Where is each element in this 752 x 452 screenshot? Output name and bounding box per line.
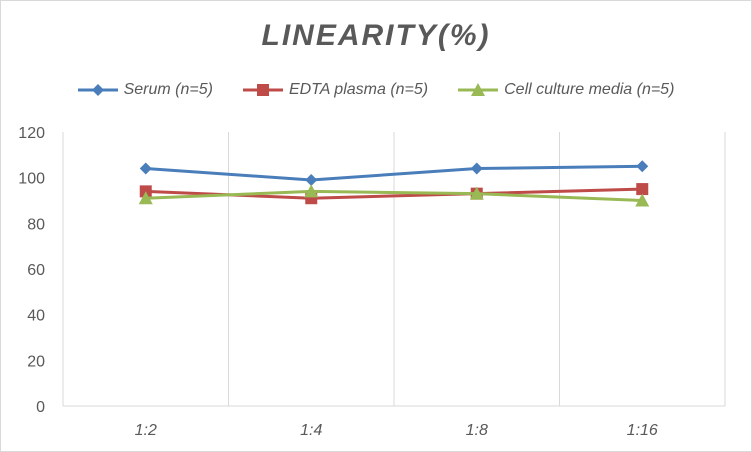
y-tick-label: 0 xyxy=(36,399,45,416)
legend-item: Cell culture media (n=5) xyxy=(458,81,674,99)
x-tick-label: 1:4 xyxy=(300,422,322,439)
data-point xyxy=(304,184,319,198)
legend-label: Serum (n=5) xyxy=(123,81,213,98)
chart-title: LINEARITY(%) xyxy=(261,19,491,52)
y-tick-label: 60 xyxy=(27,262,45,279)
y-tick-label: 80 xyxy=(27,216,45,233)
x-tick-label: 1:8 xyxy=(466,422,488,439)
data-point xyxy=(469,186,484,200)
x-tick-label: 1:2 xyxy=(135,422,157,439)
legend-marker-icon xyxy=(242,84,283,96)
legend-label: Cell culture media (n=5) xyxy=(504,81,675,98)
legend-item: EDTA plasma (n=5) xyxy=(242,81,429,99)
data-point xyxy=(305,173,318,186)
data-point xyxy=(138,191,153,205)
legend-label: EDTA plasma (n=5) xyxy=(288,81,429,98)
data-point xyxy=(139,162,152,175)
y-tick-label: 40 xyxy=(27,308,45,325)
legend-item: Serum (n=5) xyxy=(77,81,213,99)
data-point xyxy=(470,162,483,175)
data-point xyxy=(635,193,650,207)
x-tick-label: 1:16 xyxy=(627,422,658,439)
y-tick-label: 100 xyxy=(18,171,45,188)
data-point xyxy=(636,183,649,196)
legend-marker-icon xyxy=(458,83,499,96)
series-line xyxy=(145,189,643,202)
y-tick-label: 120 xyxy=(18,125,45,142)
legend: Serum (n=5) EDTA plasma (n=5) Cell culture… xyxy=(1,81,751,99)
series-line xyxy=(145,164,643,182)
y-tick-label: 20 xyxy=(27,353,45,370)
legend-marker-icon xyxy=(77,84,118,96)
data-point xyxy=(636,160,649,173)
